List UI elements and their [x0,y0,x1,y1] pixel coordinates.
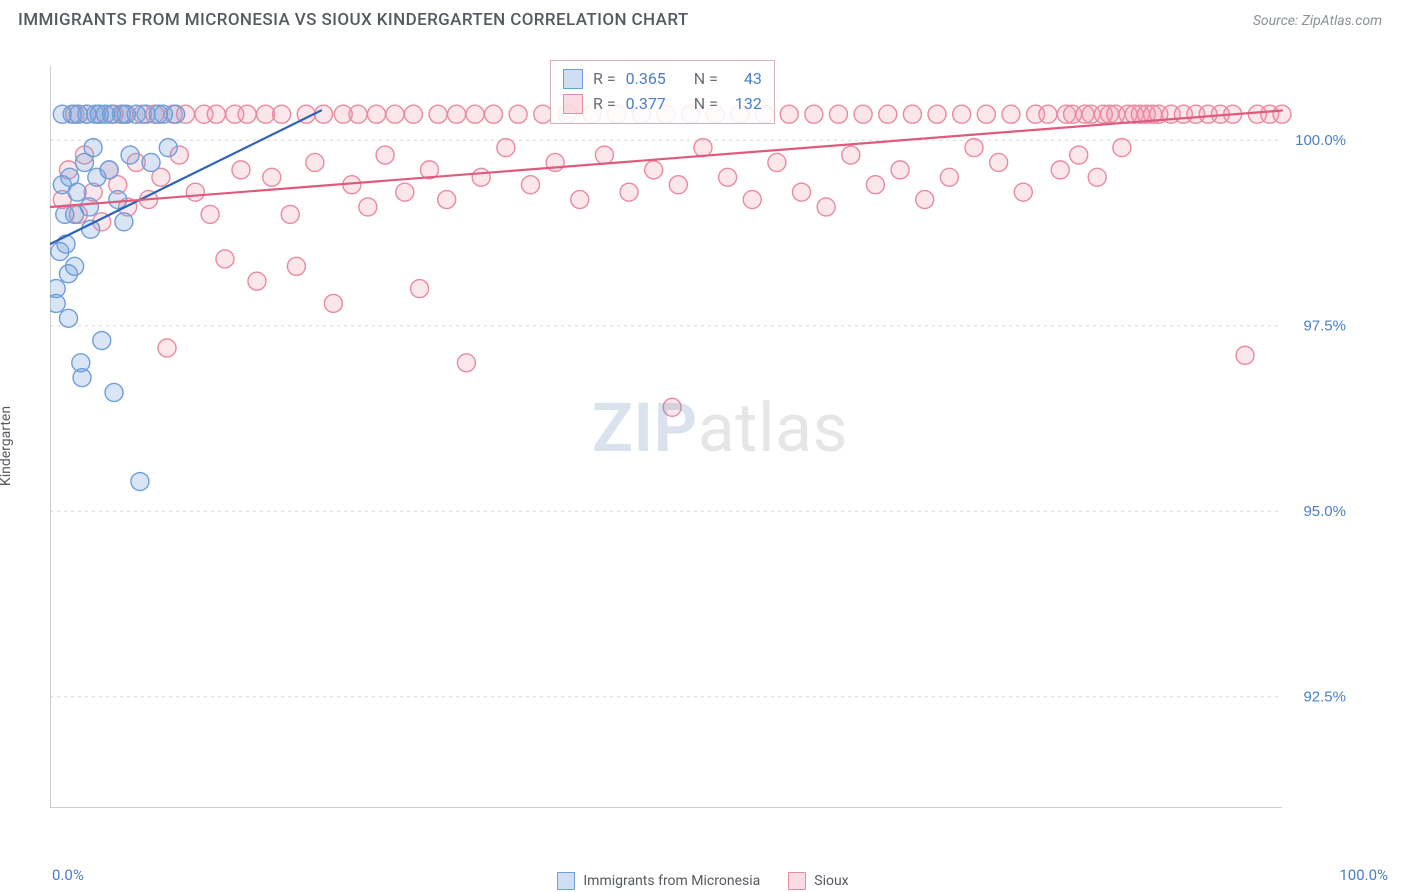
plot-area: 92.5%95.0%97.5%100.0% ZIPatlas [50,48,1390,808]
legend-item-sioux: Sioux [788,872,848,890]
svg-text:95.0%: 95.0% [1303,503,1346,520]
svg-text:97.5%: 97.5% [1303,318,1346,335]
svg-text:92.5%: 92.5% [1303,689,1346,706]
legend-swatch-icon [557,872,575,890]
stat-n-value: 43 [728,67,762,92]
stat-r-value: 0.377 [626,92,666,117]
svg-text:100.0%: 100.0% [1295,132,1346,149]
stats-row: R = 0.365 N = 43 [563,67,762,92]
y-axis-label: Kindergarten [0,406,14,486]
stat-r-label: R = [593,92,616,117]
stat-n-value: 132 [728,92,762,117]
stats-box: R = 0.365 N = 43 R = 0.377 N = 132 [550,60,775,124]
chart-title: IMMIGRANTS FROM MICRONESIA VS SIOUX KIND… [18,10,689,30]
stat-n-label: N = [694,92,718,117]
source-label: Source: ZipAtlas.com [1253,13,1382,29]
stat-r-label: R = [593,67,616,92]
stats-swatch-icon [563,94,583,114]
stat-r-value: 0.365 [626,67,666,92]
legend-label: Immigrants from Micronesia [583,873,760,889]
legend-label: Sioux [814,873,848,889]
scatter-chart-svg: 92.5% 95.0% 97.5% 100.0% [50,48,1390,808]
stats-swatch-icon [563,69,583,89]
legend-item-micronesia: Immigrants from Micronesia [557,872,760,890]
stat-n-label: N = [694,67,718,92]
legend-swatch-icon [788,872,806,890]
bottom-legend: Immigrants from Micronesia Sioux [0,872,1406,890]
stats-row: R = 0.377 N = 132 [563,92,762,117]
